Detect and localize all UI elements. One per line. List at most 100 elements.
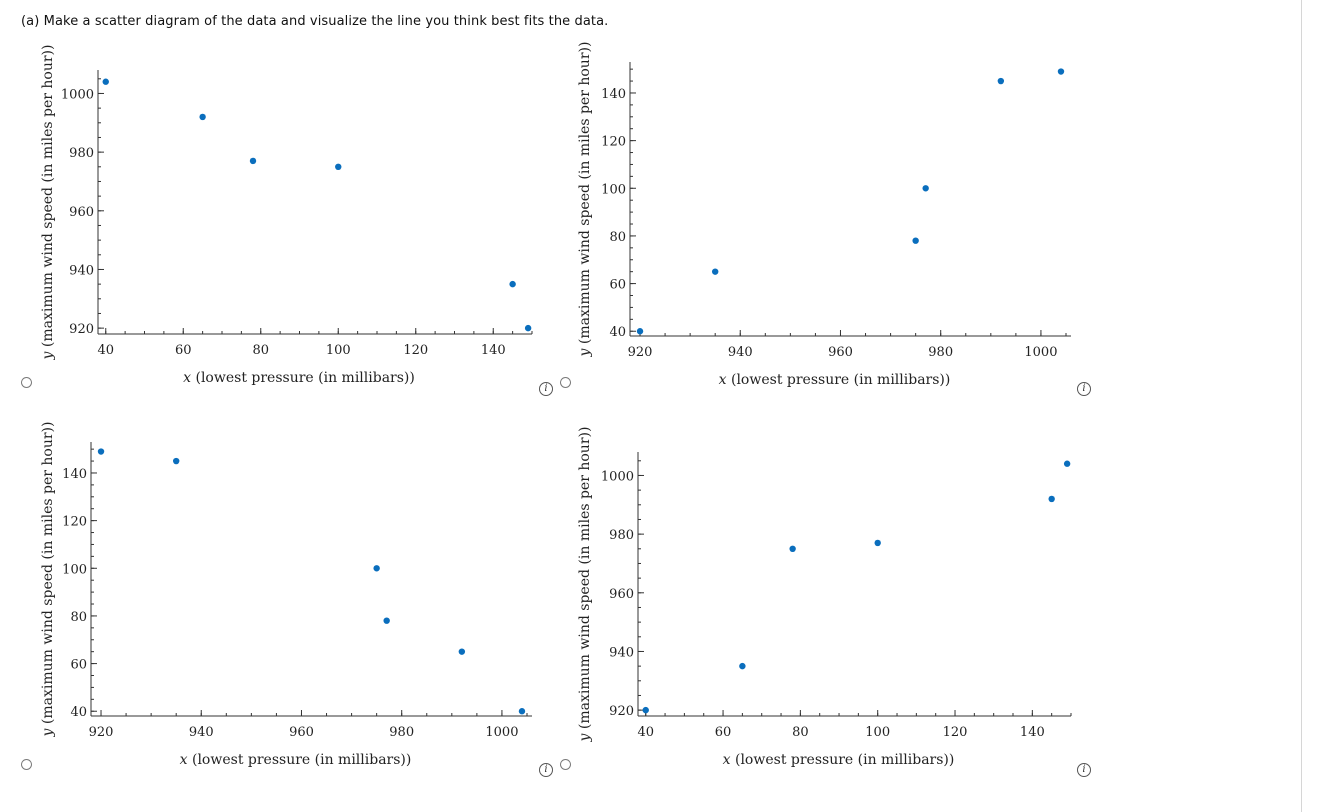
y-tick-label: 1000 [601, 469, 634, 484]
y-tick-label: 80 [70, 610, 87, 625]
x-axis-label: x (lowest pressure (in millibars)) [719, 372, 951, 388]
y-axis-label: y (maximum wind speed (in miles per hour… [40, 45, 56, 361]
data-point [199, 113, 206, 121]
info-icon[interactable]: i [1077, 763, 1091, 777]
x-tick-label: 120 [403, 343, 428, 358]
y-tick-label: 100 [601, 182, 626, 197]
x-tick-label: 920 [89, 725, 114, 740]
x-axis-variable: x [183, 370, 191, 386]
x-axis-variable: x [723, 752, 731, 768]
x-axis-label: x (lowest pressure (in millibars)) [723, 752, 955, 768]
data-point [509, 280, 516, 288]
info-icon[interactable]: i [1077, 382, 1091, 396]
scatter-plot-a: 40 60 80 100 120 140 920 940 960 980 1000 x (lowest… [40, 45, 533, 386]
y-tick-label: 920 [609, 704, 634, 719]
data-point [636, 328, 644, 335]
data-point [518, 708, 526, 715]
x-axis-label-text: (lowest pressure (in millibars)) [188, 752, 412, 768]
option-c-radio[interactable] [21, 759, 32, 770]
data-point [789, 545, 796, 552]
data-point [922, 185, 929, 192]
y-axis-label-text: (maximum wind speed (in miles per hour)) [577, 42, 593, 349]
data-point [739, 662, 746, 670]
y-tick-label: 60 [609, 278, 626, 293]
y-tick-label: 980 [609, 528, 634, 543]
y-tick-label: 1000 [61, 87, 94, 102]
y-axis-variable: y [577, 732, 593, 742]
x-tick-label: 940 [189, 725, 214, 740]
x-tick-label: 120 [943, 725, 968, 740]
data-point [912, 237, 919, 244]
data-point [172, 457, 180, 465]
data-point [874, 539, 881, 547]
y-tick-label: 980 [69, 146, 94, 161]
y-tick-label: 960 [609, 587, 634, 602]
option-d-radio[interactable] [560, 759, 571, 770]
data-point [249, 157, 257, 165]
x-tick-label: 960 [828, 345, 853, 360]
question-prompt: (a) Make a scatter diagram of the data a… [21, 14, 609, 29]
x-tick-label: 60 [175, 343, 192, 358]
x-tick-label: 100 [326, 343, 351, 358]
y-tick-label: 960 [69, 205, 94, 220]
data-point [102, 78, 109, 85]
x-tick-label: 1000 [1024, 345, 1057, 360]
x-tick-label: 40 [97, 343, 114, 358]
x-tick-label: 1000 [485, 725, 518, 740]
y-tick-label: 940 [609, 645, 634, 660]
y-tick-label: 920 [69, 322, 94, 337]
x-tick-label: 920 [628, 345, 653, 360]
x-axis-label-text: (lowest pressure (in millibars)) [727, 372, 951, 388]
y-tick-label: 140 [62, 467, 87, 482]
x-tick-label: 140 [1020, 725, 1045, 740]
data-point [1057, 68, 1065, 75]
data-point [458, 648, 466, 655]
x-tick-label: 100 [865, 725, 890, 740]
option-b-radio[interactable] [560, 377, 571, 388]
info-icon[interactable]: i [539, 763, 553, 777]
data-point [373, 565, 380, 572]
x-axis-label-text: (lowest pressure (in millibars)) [191, 370, 415, 386]
y-tick-label: 40 [70, 705, 87, 720]
y-tick-label: 40 [609, 325, 626, 340]
y-axis-variable: y [40, 350, 56, 360]
right-divider [1301, 0, 1302, 812]
x-tick-label: 960 [289, 725, 314, 740]
y-tick-label: 120 [601, 135, 626, 150]
data-point [1063, 460, 1071, 467]
x-axis-label-text: (lowest pressure (in millibars)) [731, 752, 955, 768]
data-point [997, 77, 1005, 85]
x-tick-label: 60 [715, 725, 732, 740]
x-axis-variable: x [180, 752, 188, 768]
data-point [642, 706, 649, 714]
x-tick-label: 80 [792, 725, 809, 740]
y-tick-label: 80 [609, 230, 626, 245]
x-axis-label: x (lowest pressure (in millibars)) [183, 370, 415, 386]
data-point [335, 163, 342, 170]
y-axis-label: y (maximum wind speed (in miles per hour… [577, 427, 593, 743]
info-icon[interactable]: i [539, 382, 553, 396]
data-point [524, 324, 532, 332]
y-tick-label: 940 [69, 263, 94, 278]
x-axis-variable: x [719, 372, 727, 388]
scatter-plot-b: 920 940 960 980 1000 40 60 80 100 120 140 x (lowest… [577, 42, 1071, 388]
scatter-plot-c: 920 940 960 980 1000 40 60 80 100 120 140 x (lowest… [40, 422, 532, 768]
option-a-radio[interactable] [21, 377, 32, 388]
x-tick-label: 980 [928, 345, 953, 360]
y-axis-variable: y [577, 347, 593, 357]
y-tick-label: 140 [601, 87, 626, 102]
data-point [711, 268, 719, 275]
data-point [383, 617, 390, 624]
x-tick-label: 980 [389, 725, 414, 740]
x-tick-label: 140 [481, 343, 506, 358]
x-tick-label: 80 [252, 343, 269, 358]
data-point [1048, 495, 1055, 503]
y-tick-label: 120 [62, 515, 87, 530]
y-axis-label-text: (maximum wind speed (in miles per hour)) [40, 45, 56, 352]
y-axis-label-text: (maximum wind speed (in miles per hour)) [40, 422, 56, 729]
scatter-plot-d: 40 60 80 100 120 140 920 940 960 980 1000 x (lowest… [577, 427, 1072, 768]
y-axis-variable: y [40, 727, 56, 737]
y-axis-label: y (maximum wind speed (in miles per hour… [577, 42, 593, 358]
x-axis-label: x (lowest pressure (in millibars)) [180, 752, 412, 768]
data-point [97, 448, 105, 455]
